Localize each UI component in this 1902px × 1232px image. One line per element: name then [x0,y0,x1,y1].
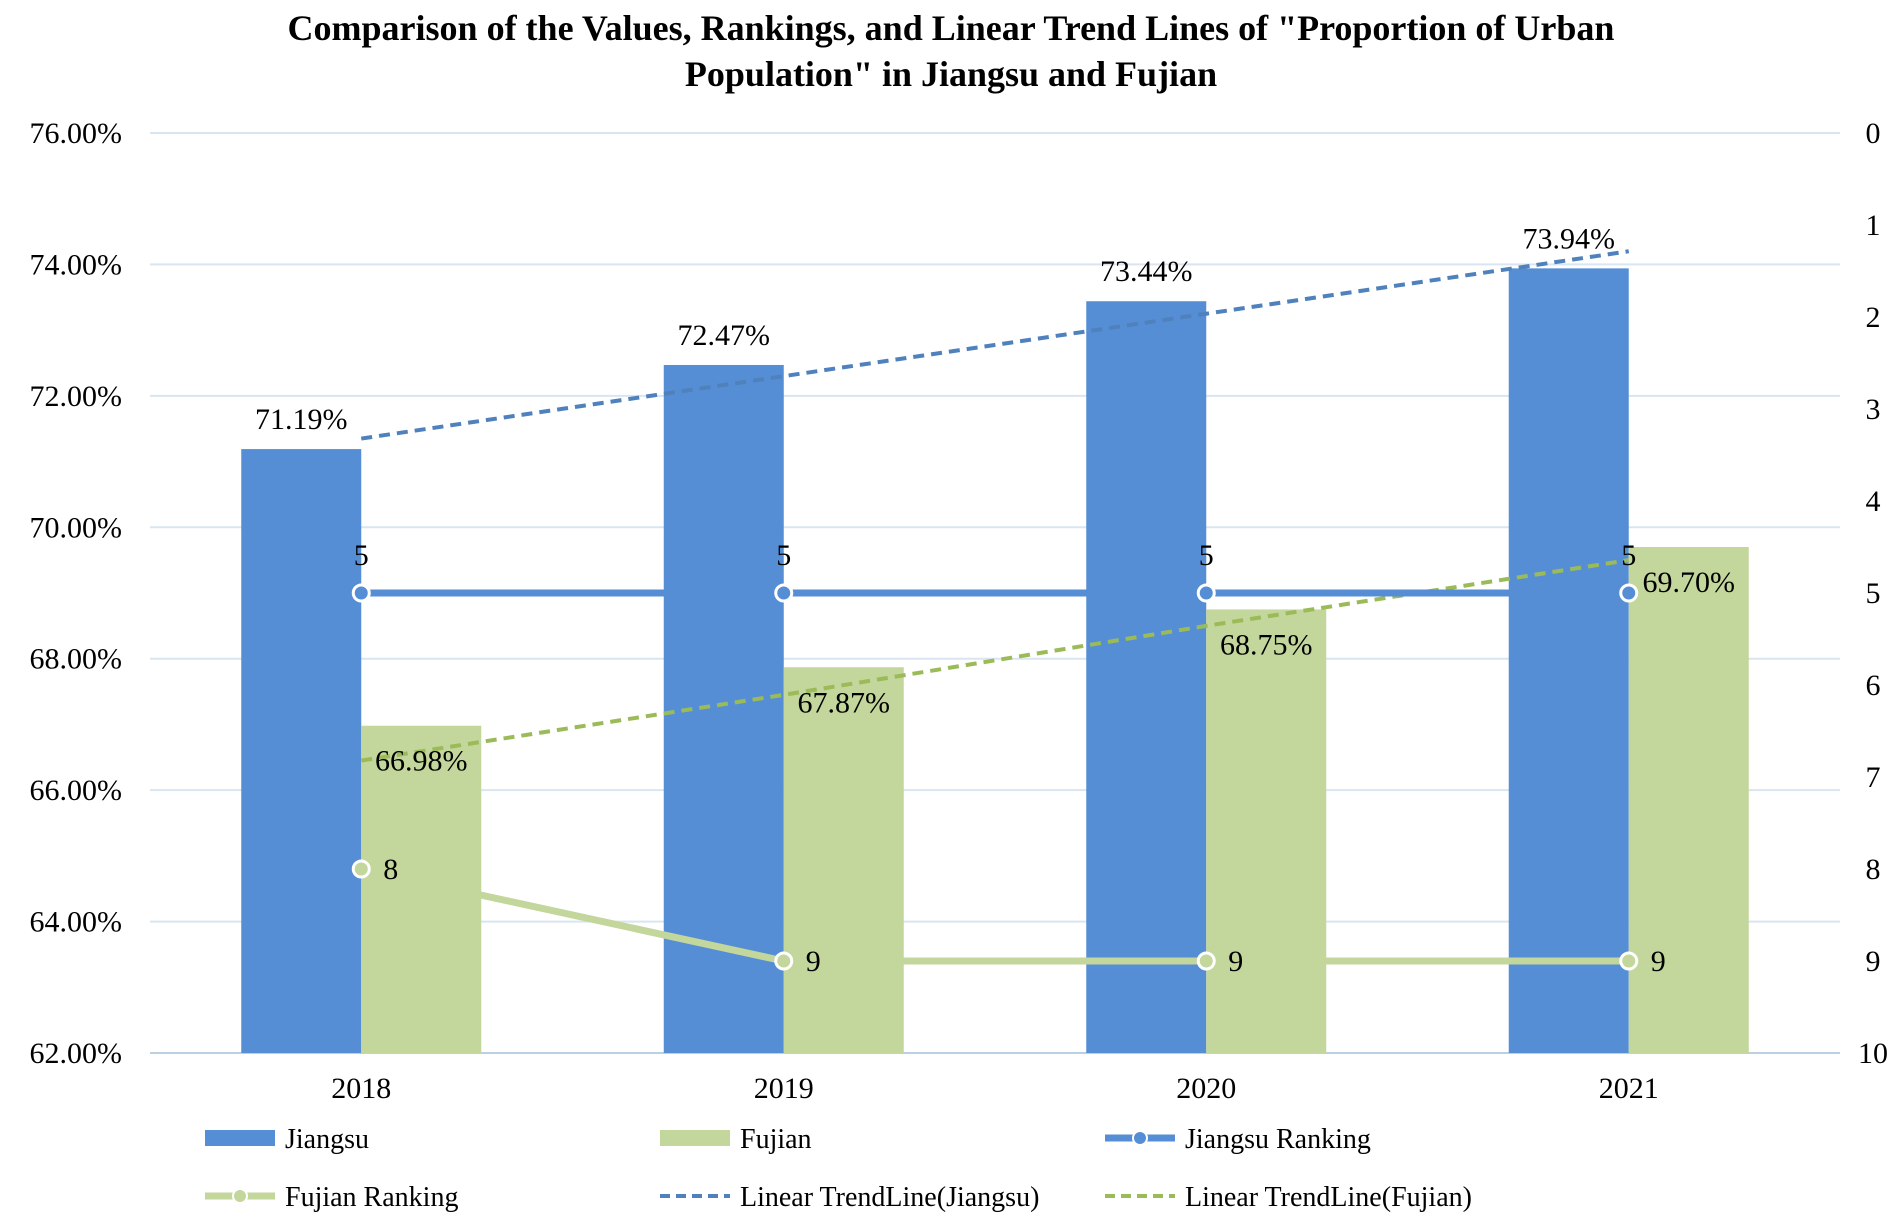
x-tick-label: 2019 [754,1072,814,1105]
data-label-fujian: 67.87% [798,686,891,719]
legend-swatch [205,1130,275,1146]
legend-label: Fujian [740,1124,812,1155]
bar-fujian [1628,547,1749,1053]
legend-swatch [660,1130,730,1146]
ranking-marker-jiangsu [1196,583,1216,603]
legend-item-linear-trendline-jiangsu: Linear TrendLine(Jiangsu) [660,1182,1039,1213]
ranking-marker-fujian [1619,951,1639,971]
y-left-tick-label: 74.00% [30,248,123,281]
data-label-jiangsu-ranking: 5 [1621,539,1636,572]
bar-fujian [783,667,904,1053]
bar-jiangsu [1508,268,1629,1053]
legend-label: Linear TrendLine(Jiangsu) [740,1182,1039,1213]
chart-title: Comparison of the Values, Rankings, and … [288,8,1615,94]
y-right-tick-label: 3 [1866,393,1881,426]
data-label-fujian-ranking: 9 [1228,945,1243,978]
data-label-jiangsu: 71.19% [255,403,348,436]
legend-marker [1132,1130,1148,1146]
x-tick-label: 2018 [331,1072,391,1105]
y-axis-right: 0 1 2 3 4 5 6 7 8 9 10 [1858,117,1888,1070]
x-tick-label: 2021 [1599,1072,1659,1105]
ranking-marker-fujian [774,951,794,971]
chart-title-line-2: Population" in Jiangsu and Fujian [685,54,1217,94]
legend-item-jiangsu: Jiangsu [205,1124,369,1155]
y-left-tick-label: 68.00% [30,643,123,676]
data-label-jiangsu: 73.44% [1100,255,1193,288]
y-right-tick-label: 7 [1866,761,1881,794]
legend-label: Linear TrendLine(Fujian) [1185,1182,1472,1213]
data-label-fujian-ranking: 9 [1651,945,1666,978]
ranking-line-fujian [360,865,1629,965]
bar-jiangsu [1086,301,1207,1053]
legend-label: Jiangsu Ranking [1185,1124,1371,1155]
ranking-marker-jiangsu [351,583,371,603]
ranking-marker-fujian [1196,951,1216,971]
y-right-tick-label: 8 [1866,853,1881,886]
data-label-fujian: 66.98% [375,745,468,778]
data-label-jiangsu-ranking: 5 [776,539,791,572]
data-label-jiangsu: 72.47% [678,319,771,352]
y-left-tick-label: 62.00% [30,1037,123,1070]
data-label-jiangsu: 73.94% [1523,222,1616,255]
y-axis-left: 62.00% 64.00% 66.00% 68.00% 70.00% 72.00% 74.0… [30,117,123,1070]
data-label-fujian: 69.70% [1643,566,1736,599]
data-label-fujian-ranking: 8 [383,853,398,886]
y-right-tick-label: 4 [1866,485,1881,518]
y-right-tick-label: 2 [1866,301,1881,334]
data-label-jiangsu-ranking: 5 [1199,539,1214,572]
legend: Jiangsu Fujian Jiangsu Ranking Fujian Ranki… [205,1124,1472,1213]
ranking-marker-jiangsu [1619,583,1639,603]
y-left-tick-label: 70.00% [30,511,123,544]
data-label-jiangsu-ranking: 5 [354,539,369,572]
bars [241,268,1749,1054]
chart-title-line-1: Comparison of the Values, Rankings, and … [288,8,1615,48]
legend-label: Jiangsu [285,1124,369,1155]
y-left-tick-label: 66.00% [30,774,123,807]
bar-fujian [1206,609,1327,1053]
y-right-tick-label: 10 [1858,1037,1888,1070]
legend-item-fujian-ranking: Fujian Ranking [205,1182,458,1213]
data-label-fujian: 68.75% [1220,628,1313,661]
legend-marker [232,1188,248,1204]
trendline-jiangsu [360,249,1630,441]
ranking-marker-jiangsu [774,583,794,603]
trend-lines [360,249,1630,763]
legend-label: Fujian Ranking [285,1182,458,1213]
ranking-marker-fujian [351,859,371,879]
data-labels: 71.19% 66.98% 72.47% 67.87% 73.44% 68.75% 73.9… [255,222,1735,978]
legend-item-jiangsu-ranking: Jiangsu Ranking [1105,1124,1371,1155]
y-left-tick-label: 76.00% [30,117,123,150]
legend-item-fujian: Fujian [660,1124,812,1155]
y-right-tick-label: 1 [1866,209,1881,242]
ranking-lines [351,583,1639,971]
bar-jiangsu [241,449,362,1054]
x-tick-label: 2020 [1176,1072,1236,1105]
x-axis: 2018 2019 2020 2021 [331,1072,1659,1105]
y-left-tick-label: 72.00% [30,380,123,413]
y-right-tick-label: 5 [1866,577,1881,610]
y-right-tick-label: 0 [1866,117,1881,150]
y-right-tick-label: 9 [1866,945,1881,978]
y-right-tick-label: 6 [1866,669,1881,702]
legend-item-linear-trendline-fujian: Linear TrendLine(Fujian) [1105,1182,1472,1213]
data-label-fujian-ranking: 9 [806,945,821,978]
y-left-tick-label: 64.00% [30,906,123,939]
